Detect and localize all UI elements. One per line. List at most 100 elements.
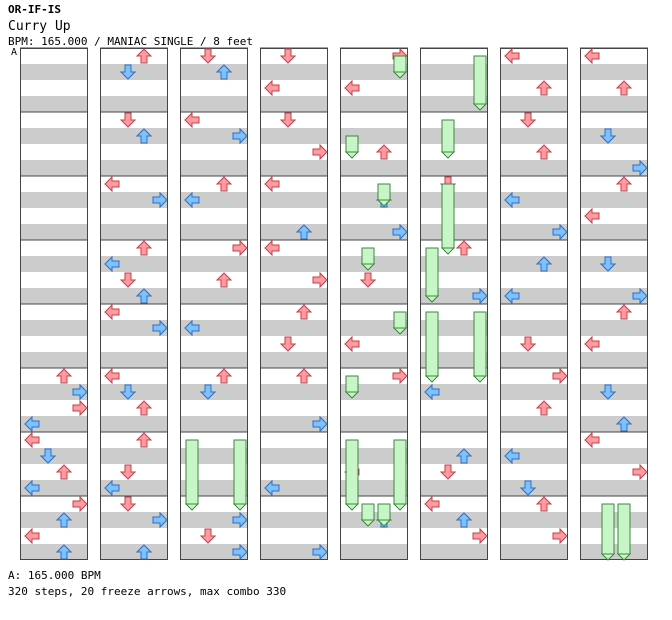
step-arrow-left xyxy=(24,479,40,497)
stripe xyxy=(420,384,488,400)
stripe xyxy=(100,160,168,176)
freeze-tail xyxy=(424,375,440,383)
step-arrow-right xyxy=(152,511,168,529)
stripe xyxy=(180,320,248,336)
step-arrow-up xyxy=(615,416,633,432)
step-arrow-right xyxy=(312,271,328,289)
stripe xyxy=(180,256,248,272)
stripe xyxy=(340,64,408,80)
stripe xyxy=(20,128,88,144)
chart-column xyxy=(100,47,168,560)
stripe xyxy=(260,416,328,432)
stripe xyxy=(580,320,648,336)
freeze-body xyxy=(233,439,247,505)
step-arrow-down xyxy=(519,480,537,496)
stripe xyxy=(260,224,328,240)
freeze-tail xyxy=(440,247,456,255)
freeze-tail xyxy=(376,199,392,207)
step-arrow-right xyxy=(392,367,408,385)
step-arrow-up xyxy=(135,240,153,256)
step-arrow-down xyxy=(39,448,57,464)
step-arrow-left xyxy=(344,79,360,97)
stripe xyxy=(580,416,648,432)
step-arrow-right xyxy=(312,143,328,161)
step-arrow-down xyxy=(119,464,137,480)
stripe xyxy=(180,64,248,80)
step-arrow-up xyxy=(535,80,553,96)
step-arrow-up xyxy=(215,64,233,80)
freeze-body xyxy=(361,503,375,521)
stripe xyxy=(340,96,408,112)
freeze-body xyxy=(601,503,615,555)
stripe xyxy=(260,512,328,528)
stripe xyxy=(260,448,328,464)
step-arrow-left xyxy=(584,431,600,449)
step-arrow-up xyxy=(295,224,313,240)
step-arrow-left xyxy=(424,383,440,401)
step-arrow-down xyxy=(199,384,217,400)
stripe xyxy=(100,480,168,496)
stripe xyxy=(340,544,408,560)
step-arrow-up xyxy=(615,176,633,192)
step-arrow-left xyxy=(504,287,520,305)
stripe xyxy=(500,256,568,272)
step-arrow-up xyxy=(535,496,553,512)
stripe xyxy=(340,416,408,432)
stripe xyxy=(180,352,248,368)
stripe xyxy=(100,128,168,144)
stripe xyxy=(260,96,328,112)
stripe xyxy=(100,512,168,528)
freeze-tail xyxy=(184,503,200,511)
stripe xyxy=(500,544,568,560)
stripe xyxy=(420,512,488,528)
chart-info: BPM: 165.000 / MANIAC SINGLE / 8 feet xyxy=(8,35,254,48)
step-arrow-right xyxy=(312,415,328,433)
stripe xyxy=(180,192,248,208)
step-arrow-up xyxy=(455,240,473,256)
step-arrow-right xyxy=(552,367,568,385)
stripe xyxy=(100,256,168,272)
step-arrow-left xyxy=(104,175,120,193)
step-arrow-up xyxy=(215,368,233,384)
freeze-body xyxy=(377,183,391,201)
step-arrow-down xyxy=(439,464,457,480)
freeze-body xyxy=(617,503,631,555)
freeze-tail xyxy=(472,103,488,111)
freeze-body xyxy=(473,55,487,105)
chart-column xyxy=(580,47,648,560)
stripe xyxy=(500,320,568,336)
stripe xyxy=(260,192,328,208)
stripe xyxy=(100,544,168,560)
stripe xyxy=(420,64,488,80)
step-arrow-right xyxy=(552,527,568,545)
stripe xyxy=(180,512,248,528)
stripe xyxy=(500,128,568,144)
step-arrow-left xyxy=(424,495,440,513)
stripe xyxy=(580,224,648,240)
stripe xyxy=(180,224,248,240)
step-arrow-up xyxy=(215,176,233,192)
stripe xyxy=(20,416,88,432)
stripe xyxy=(580,352,648,368)
step-arrow-left xyxy=(184,319,200,337)
step-arrow-down xyxy=(519,336,537,352)
step-arrow-right xyxy=(632,463,648,481)
freeze-body xyxy=(425,311,439,377)
freeze-tail xyxy=(392,503,408,511)
step-arrow-down xyxy=(599,256,617,272)
stripe xyxy=(500,224,568,240)
stripe xyxy=(20,64,88,80)
chart-column xyxy=(500,47,568,560)
column-border xyxy=(420,48,488,560)
step-arrow-down xyxy=(279,112,297,128)
chart-stats: 320 steps, 20 freeze arrows, max combo 3… xyxy=(8,585,287,598)
stripe xyxy=(340,288,408,304)
stripe xyxy=(500,512,568,528)
stripe xyxy=(100,96,168,112)
stripe xyxy=(20,352,88,368)
step-arrow-up xyxy=(135,128,153,144)
stripe xyxy=(180,160,248,176)
step-arrow-right xyxy=(552,223,568,241)
song-title: Curry Up xyxy=(8,19,71,34)
stripe xyxy=(580,448,648,464)
